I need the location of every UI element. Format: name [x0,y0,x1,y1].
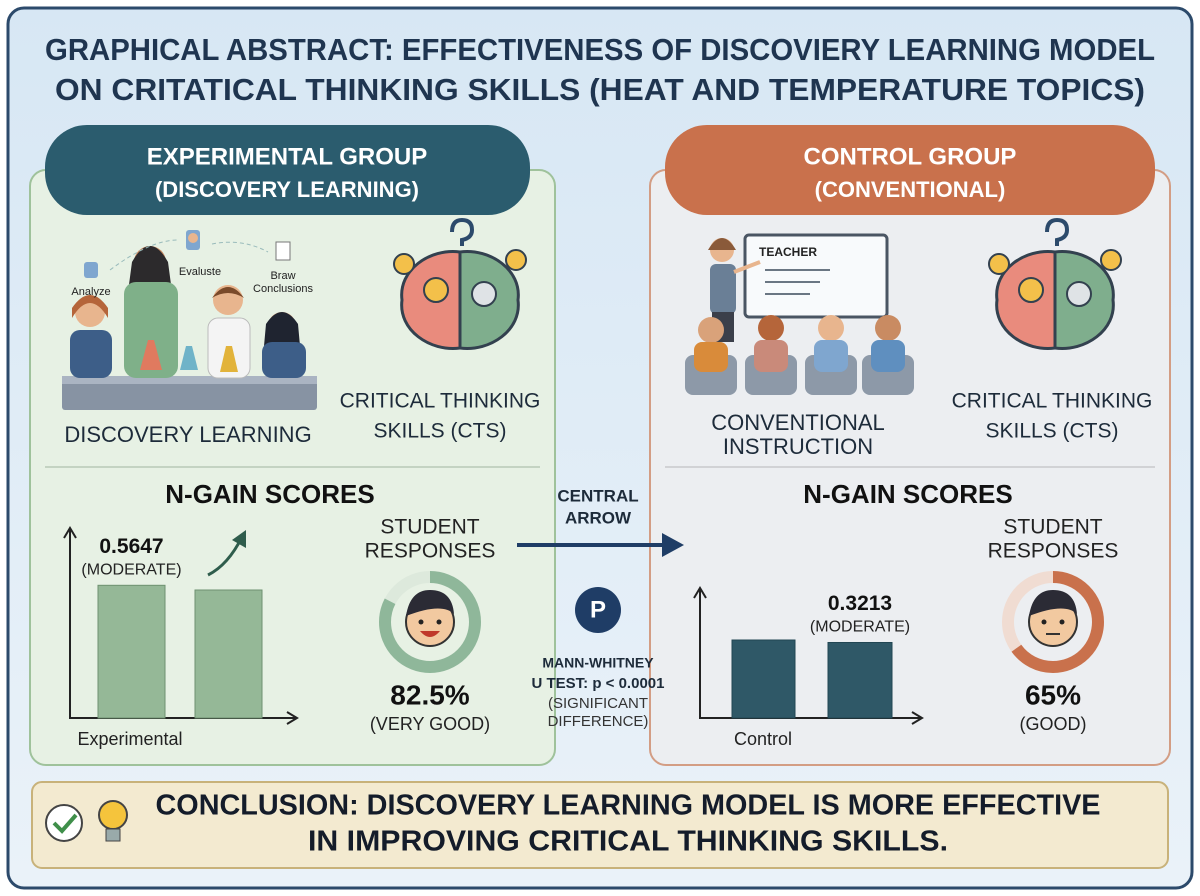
n-gain-bar [827,641,893,719]
group-header: (CONVENTIONAL) [815,177,1006,202]
conclusion-box [31,781,1169,869]
test-label: U TEST: p < 0.0001 [532,675,665,692]
donut-arc [1002,571,1104,673]
control-header [665,125,1155,215]
method-label: DISCOVERY LEARNING [64,422,311,447]
responses-title: RESPONSES [988,540,1119,563]
test-result: DIFFERENCE) [548,713,649,730]
group-header: CONTROL GROUP [804,143,1017,170]
responses-rating: (GOOD) [1020,714,1087,734]
responses-title: STUDENT [1003,516,1102,539]
central-label: ARROW [565,508,632,527]
responses-value: 82.5% [390,679,469,710]
brain-icon [988,217,1122,350]
board-label: TEACHER [759,245,817,259]
outcome-label: SKILLS (CTS) [985,420,1118,443]
bulb-icon [98,800,128,830]
responses-title: RESPONSES [365,540,496,563]
responses-value: 65% [1025,679,1081,710]
outcome-label: CRITICAL THINKING [952,390,1153,413]
outcome-label: CRITICAL THINKING [340,390,541,413]
happy-face [405,590,455,647]
bar-decoration [731,639,796,719]
group-header: EXPERIMENTAL GROUP [147,143,427,170]
experimental-header [45,125,530,215]
check-icon [52,813,78,834]
p-icon [575,587,621,633]
n-gain-title: N-GAIN SCORES [165,479,374,509]
method-label: INSTRUCTION [723,434,873,459]
n-gain-bar [97,584,166,719]
step-label: Braw [270,270,295,282]
central-arrow [662,533,684,557]
n-gain-value: 0.3213 [828,592,892,615]
bar-decoration [194,589,263,719]
title: GRAPHICAL ABSTRACT: EFFECTIVENESS OF DIS… [45,32,1155,67]
method-label: CONVENTIONAL [711,410,885,435]
step-label: Analyze [71,286,110,298]
n-gain-value: 0.5647 [99,535,163,558]
p-icon-label: P [590,596,606,623]
bulb-icon [105,828,121,842]
conclusion-text: CONCLUSION: DISCOVERY LEARNING MODEL IS … [156,790,1101,822]
donut-arc [379,571,481,673]
n-gain-rating: (MODERATE) [810,619,910,636]
n-gain-title: N-GAIN SCORES [803,479,1012,509]
group-label: Experimental [77,729,182,749]
test-label: MANN-WHITNEY [542,655,654,671]
group-label: Control [734,729,792,749]
step-label: Evaluste [179,266,221,278]
n-gain-rating: (MODERATE) [81,562,181,579]
brain-icon [393,217,527,350]
conclusion-text: IN IMPROVING CRITICAL THINKING SKILLS. [308,826,948,858]
outcome-label: SKILLS (CTS) [373,420,506,443]
classroom-illustration [685,233,914,395]
central-label: CENTRAL [557,486,638,505]
responses-rating: (VERY GOOD) [370,714,490,734]
title: ON CRITATICAL THINKING SKILLS (HEAT AND … [55,72,1145,107]
check-icon [45,804,83,842]
trend-arrow [232,530,246,548]
test-result: (SIGNIFICANT [548,695,648,712]
step-label: Conclusions [253,283,313,295]
group-header: (DISCOVERY LEARNING) [155,177,419,202]
responses-title: STUDENT [380,516,479,539]
neutral-face [1028,590,1078,647]
lab-illustration [62,230,317,410]
